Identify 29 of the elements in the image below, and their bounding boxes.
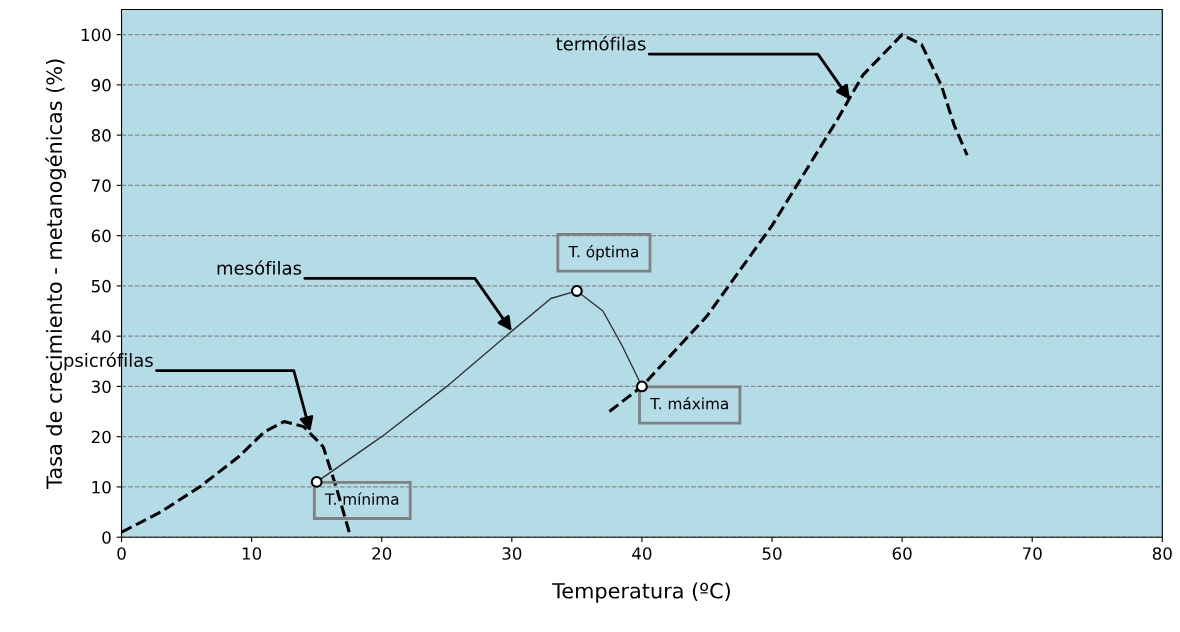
annotation: mesófilas bbox=[217, 260, 302, 275]
x-tick-label: 40 bbox=[632, 547, 652, 560]
x-tick-label: 80 bbox=[1152, 547, 1172, 560]
y-tick-label: 70 bbox=[91, 179, 111, 192]
y-tick-label: 90 bbox=[91, 78, 111, 92]
y-tick-label: 100 bbox=[81, 28, 111, 42]
annotation: T. máxima bbox=[650, 396, 728, 410]
point bbox=[635, 380, 648, 393]
point bbox=[570, 284, 583, 297]
x-tick-label: 0 bbox=[117, 547, 126, 560]
y-tick-label: 10 bbox=[92, 480, 111, 494]
y-tick-label: 20 bbox=[91, 430, 111, 444]
x-axis-title: Temperatura (ºC) bbox=[552, 582, 730, 603]
y-tick-label: 50 bbox=[91, 279, 111, 293]
annotation: T. mínima bbox=[324, 492, 399, 505]
annotation: T. óptima bbox=[568, 244, 638, 261]
point bbox=[310, 475, 323, 488]
y-tick-label: 40 bbox=[91, 330, 111, 343]
x-tick-label: 10 bbox=[242, 547, 262, 560]
x-tick-label: 50 bbox=[762, 547, 782, 560]
x-tick-label: 20 bbox=[372, 547, 392, 560]
y-tick-label: 80 bbox=[91, 129, 111, 142]
y-tick-label: 60 bbox=[91, 229, 111, 243]
y-tick-label: 30 bbox=[91, 380, 111, 393]
annotation: termófilas bbox=[556, 35, 646, 51]
y-tick-label: 0 bbox=[102, 531, 111, 544]
x-tick-label: 60 bbox=[892, 547, 912, 560]
x-tick-label: 30 bbox=[502, 547, 522, 560]
x-tick-label: 70 bbox=[1022, 547, 1042, 560]
